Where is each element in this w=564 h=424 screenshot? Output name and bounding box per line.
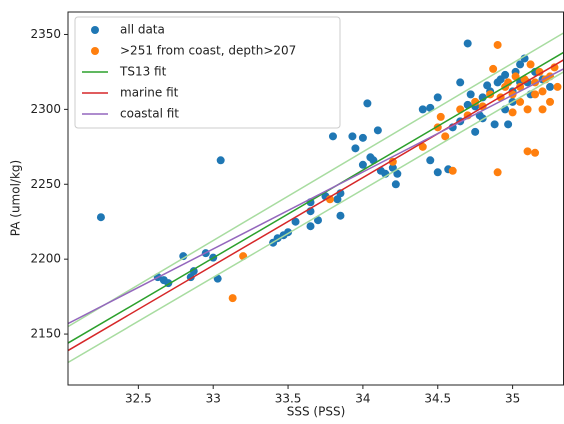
point	[501, 70, 510, 79]
x-tick-label: 34.5	[424, 392, 451, 406]
point	[448, 166, 457, 175]
point	[516, 60, 525, 69]
x-tick-label: 33.5	[275, 392, 302, 406]
point	[313, 216, 322, 225]
point	[523, 147, 532, 156]
point	[441, 132, 450, 141]
point	[433, 93, 442, 102]
point	[490, 120, 499, 129]
x-tick-label: 34	[355, 392, 370, 406]
point	[351, 144, 360, 153]
x-tick-label: 35	[505, 392, 520, 406]
point	[336, 211, 345, 220]
point	[418, 142, 427, 151]
point	[516, 97, 525, 106]
y-tick-label: 2250	[30, 177, 61, 191]
plot-area	[68, 32, 564, 364]
point	[391, 180, 400, 189]
point	[523, 105, 532, 114]
point	[526, 60, 535, 69]
point	[228, 294, 237, 303]
point	[358, 160, 367, 169]
legend-box	[74, 16, 341, 129]
point	[433, 168, 442, 177]
point	[538, 105, 547, 114]
fit-line	[68, 32, 564, 328]
point	[531, 90, 540, 99]
point	[388, 157, 397, 166]
point	[328, 132, 337, 141]
legend-label: TS13 fit	[119, 65, 167, 79]
point	[179, 252, 188, 261]
point	[466, 90, 475, 99]
point	[306, 222, 315, 231]
point	[493, 40, 502, 49]
point	[456, 78, 465, 87]
point	[363, 99, 372, 108]
fit-line	[68, 59, 564, 352]
point	[508, 108, 517, 117]
point	[393, 169, 402, 178]
point	[538, 87, 547, 96]
legend-label: coastal fit	[120, 107, 179, 121]
point	[493, 168, 502, 177]
y-tick-label: 2150	[30, 327, 61, 341]
legend-label: >251 from coast, depth>207	[120, 44, 296, 58]
point	[504, 120, 513, 129]
legend-marker	[91, 26, 99, 34]
point	[550, 63, 559, 72]
point	[216, 156, 225, 165]
legend-label: marine fit	[120, 86, 179, 100]
legend-marker	[91, 47, 99, 55]
fit-line	[68, 51, 564, 344]
point	[463, 39, 472, 48]
x-axis-label: SSS (PSS)	[287, 405, 346, 419]
point	[348, 132, 357, 141]
point	[418, 105, 427, 114]
point	[333, 195, 342, 204]
point	[189, 267, 198, 276]
x-tick-label: 33	[206, 392, 221, 406]
point	[546, 82, 555, 91]
point	[531, 148, 540, 157]
point	[535, 67, 544, 76]
point	[471, 127, 480, 136]
point	[388, 163, 397, 172]
legend-label: all data	[120, 23, 165, 37]
point	[489, 64, 498, 73]
point	[358, 133, 367, 142]
point	[436, 112, 445, 121]
point	[553, 82, 562, 91]
y-axis-label: PA (umol/kg)	[9, 160, 23, 236]
point	[373, 126, 382, 135]
y-tick-label: 2200	[30, 252, 61, 266]
point	[96, 213, 105, 222]
y-tick-label: 2300	[30, 102, 61, 116]
y-tick-label: 2350	[30, 27, 61, 41]
fit-line	[68, 71, 564, 364]
point	[483, 81, 492, 90]
point	[291, 217, 300, 226]
x-tick-label: 32.5	[125, 392, 152, 406]
point	[546, 97, 555, 106]
point	[426, 156, 435, 165]
point	[511, 72, 520, 81]
fit-line	[68, 68, 564, 325]
